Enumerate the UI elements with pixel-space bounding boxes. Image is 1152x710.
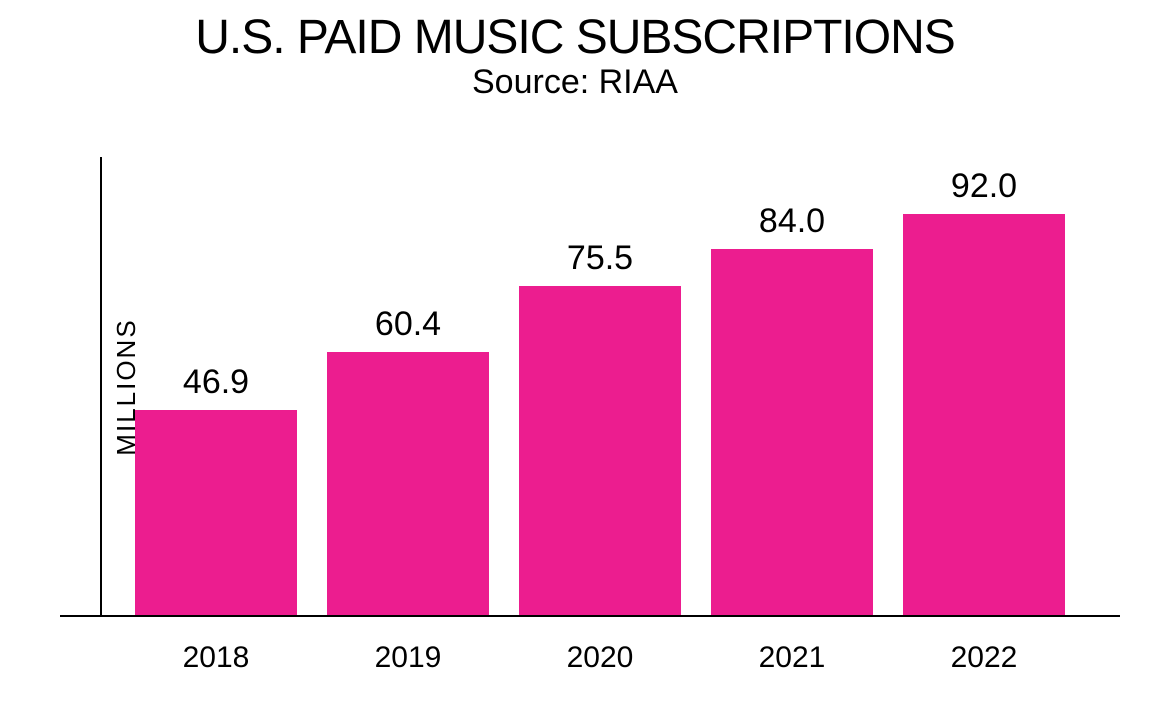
x-labels-container: 2018 2019 2020 2021 2022 bbox=[100, 641, 1100, 675]
bar-group: 92.0 bbox=[903, 167, 1065, 615]
chart-container: U.S. PAID MUSIC SUBSCRIPTIONS Source: RI… bbox=[30, 10, 1120, 700]
bar-group: 84.0 bbox=[711, 202, 873, 615]
bar-value-label: 92.0 bbox=[951, 167, 1017, 206]
bar bbox=[903, 214, 1065, 615]
bar-value-label: 46.9 bbox=[183, 363, 249, 402]
x-axis-label: 2020 bbox=[519, 641, 681, 675]
bar bbox=[519, 286, 681, 615]
bars-container: 46.9 60.4 75.5 84.0 92.0 bbox=[100, 157, 1100, 615]
bar-value-label: 75.5 bbox=[567, 239, 633, 278]
bar-group: 46.9 bbox=[135, 363, 297, 615]
bar-value-label: 60.4 bbox=[375, 305, 441, 344]
x-axis-label: 2018 bbox=[135, 641, 297, 675]
x-axis-line bbox=[60, 615, 1120, 617]
bar bbox=[711, 249, 873, 615]
x-axis-label: 2021 bbox=[711, 641, 873, 675]
plot-area: MILLIONS 46.960.475.584.092.0 bbox=[100, 157, 1100, 617]
x-axis-label: 2022 bbox=[903, 641, 1065, 675]
bar-group: 60.4 bbox=[327, 305, 489, 615]
bar-group: 75.5 bbox=[519, 239, 681, 615]
bar bbox=[135, 410, 297, 615]
bar-value-label: 84.0 bbox=[759, 202, 825, 241]
chart-subtitle: Source: RIAA bbox=[30, 63, 1120, 102]
chart-title: U.S. PAID MUSIC SUBSCRIPTIONS bbox=[30, 10, 1120, 65]
x-axis-label: 2019 bbox=[327, 641, 489, 675]
bar bbox=[327, 352, 489, 615]
